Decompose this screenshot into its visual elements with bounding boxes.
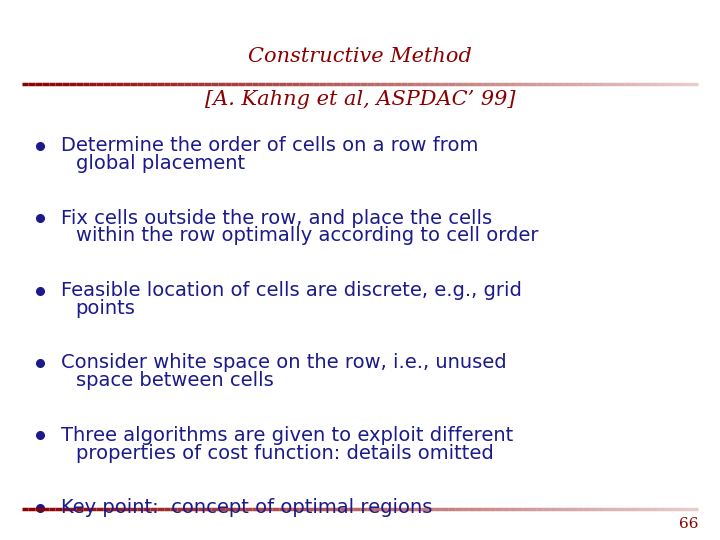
Text: Three algorithms are given to exploit different: Three algorithms are given to exploit di…: [61, 426, 513, 445]
Text: [A. Kahng et al, ASPDAC’ 99]: [A. Kahng et al, ASPDAC’ 99]: [204, 90, 516, 110]
Text: Consider white space on the row, i.e., unused: Consider white space on the row, i.e., u…: [61, 353, 507, 373]
Text: space between cells: space between cells: [76, 371, 274, 390]
Text: points: points: [76, 299, 135, 318]
Text: Constructive Method: Constructive Method: [248, 47, 472, 66]
Text: Key point:  concept of optimal regions: Key point: concept of optimal regions: [61, 498, 433, 517]
Text: within the row optimally according to cell order: within the row optimally according to ce…: [76, 226, 538, 246]
Text: Feasible location of cells are discrete, e.g., grid: Feasible location of cells are discrete,…: [61, 281, 522, 300]
Text: Determine the order of cells on a row from: Determine the order of cells on a row fr…: [61, 136, 479, 156]
Text: global placement: global placement: [76, 154, 245, 173]
Text: Fix cells outside the row, and place the cells: Fix cells outside the row, and place the…: [61, 208, 492, 228]
Text: properties of cost function: details omitted: properties of cost function: details omi…: [76, 443, 493, 463]
Text: 66: 66: [679, 517, 698, 531]
